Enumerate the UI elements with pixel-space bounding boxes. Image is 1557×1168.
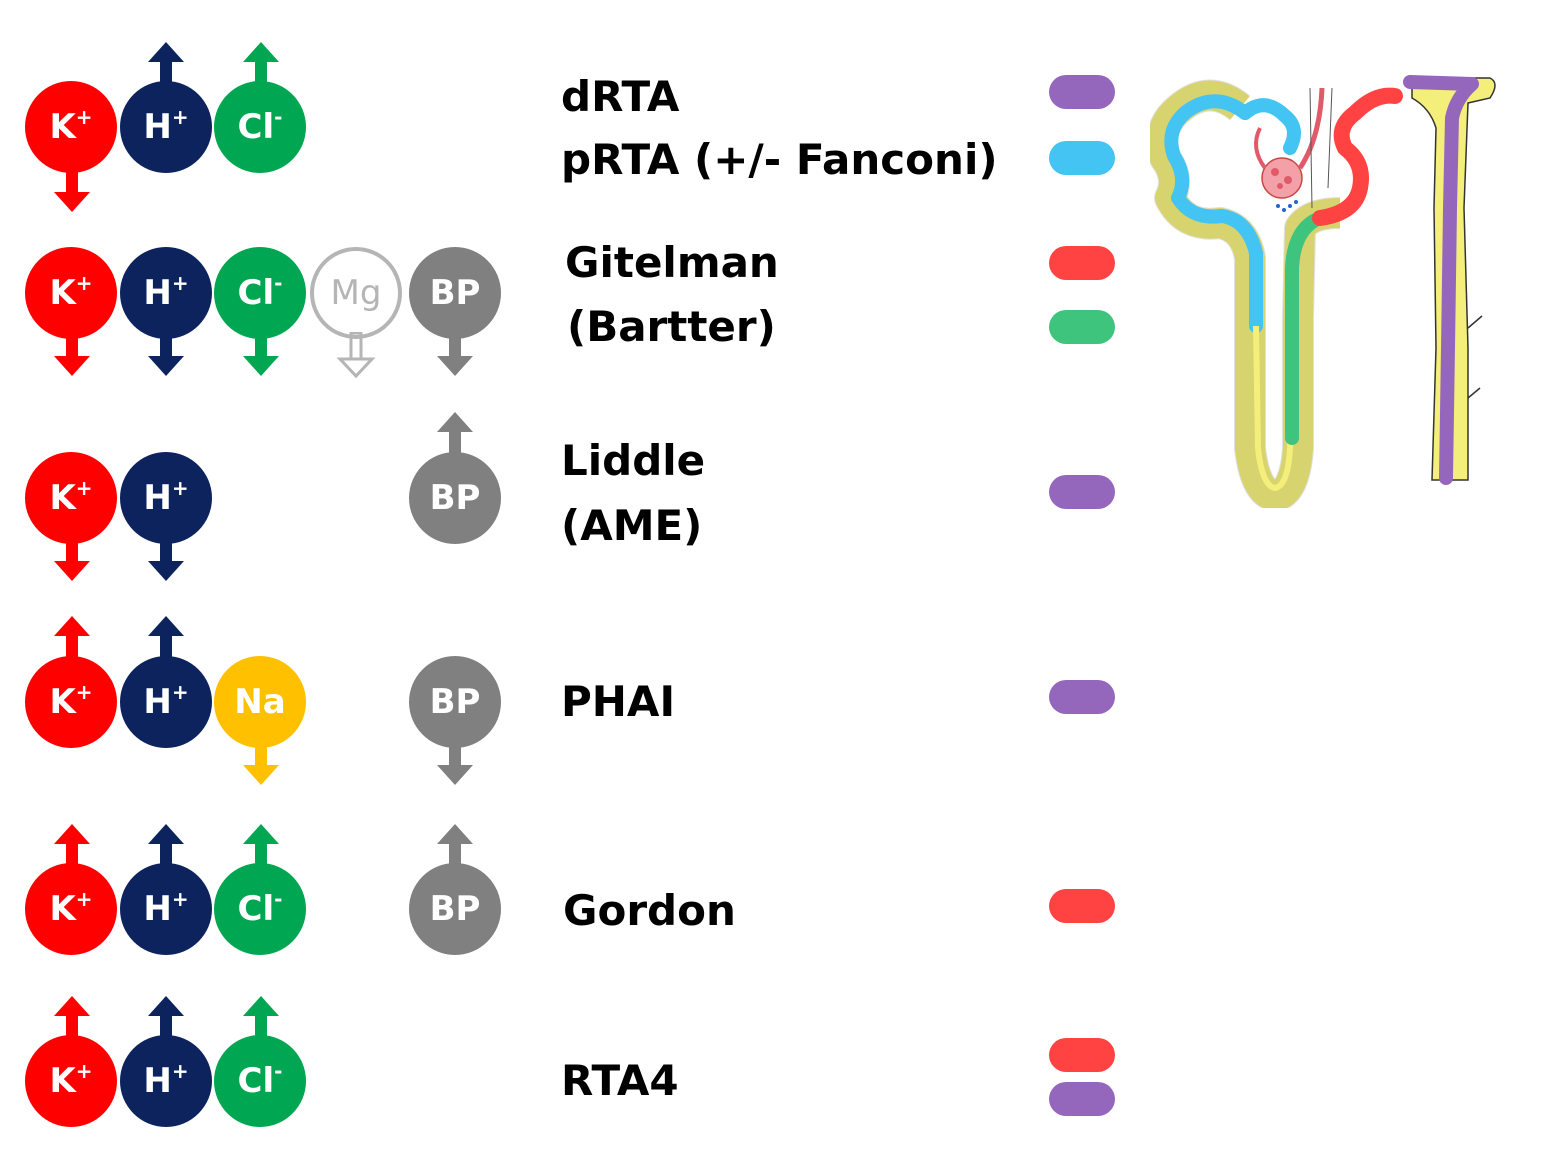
k-down-arrow [54, 166, 90, 212]
chloride-ion: Cl - [214, 81, 306, 173]
label-phai: PHAI [561, 677, 676, 726]
pill-red [1049, 1038, 1115, 1072]
blood-pressure-circle: BP [409, 863, 501, 955]
potassium-ion: K + [25, 452, 117, 544]
pill-red [1049, 889, 1115, 923]
pill-purple [1049, 75, 1115, 109]
hydrogen-ion: H + [120, 452, 212, 544]
label-ame: (AME) [561, 501, 703, 550]
label-gordon: Gordon [563, 886, 736, 935]
cl-down-arrow [243, 330, 279, 376]
bp-down-arrow [437, 330, 473, 376]
pill-blue [1049, 141, 1115, 175]
potassium-ion: K + [25, 863, 117, 955]
potassium-ion: K + [25, 247, 117, 339]
h-down-arrow [148, 535, 184, 581]
hydrogen-ion: H + [120, 656, 212, 748]
hydrogen-ion: H + [120, 863, 212, 955]
blood-pressure-circle: BP [409, 247, 501, 339]
chloride-ion: Cl - [214, 1035, 306, 1127]
pill-purple [1049, 680, 1115, 714]
hydrogen-ion: H + [120, 81, 212, 173]
h-down-arrow [148, 330, 184, 376]
chloride-ion: Cl - [214, 247, 306, 339]
chloride-ion: Cl - [214, 863, 306, 955]
nephron-illustration [1150, 75, 1496, 508]
label-drta: dRTA [561, 72, 680, 121]
label-gitelman: Gitelman [565, 238, 779, 287]
magnesium-ion: Mg [310, 247, 402, 339]
label-liddle: Liddle [561, 436, 706, 485]
blood-pressure-circle: BP [409, 452, 501, 544]
label-prta: pRTA (+/- Fanconi) [561, 135, 998, 184]
potassium-ion: K + [25, 1035, 117, 1127]
hydrogen-ion: H + [120, 1035, 212, 1127]
pill-purple [1049, 1082, 1115, 1116]
na-down-arrow [243, 739, 279, 785]
mg-down-arrow [336, 332, 376, 379]
blood-pressure-circle: BP [409, 656, 501, 748]
pill-green [1049, 310, 1115, 344]
sodium-ion: Na [214, 656, 306, 748]
pill-purple [1049, 475, 1115, 509]
potassium-ion: K + [25, 81, 117, 173]
hydrogen-ion: H + [120, 247, 212, 339]
k-down-arrow [54, 330, 90, 376]
label-rta4: RTA4 [561, 1056, 679, 1105]
bp-down-arrow [437, 739, 473, 785]
potassium-ion: K + [25, 656, 117, 748]
k-down-arrow [54, 535, 90, 581]
label-bartter: (Bartter) [567, 302, 776, 351]
pill-red [1049, 246, 1115, 280]
